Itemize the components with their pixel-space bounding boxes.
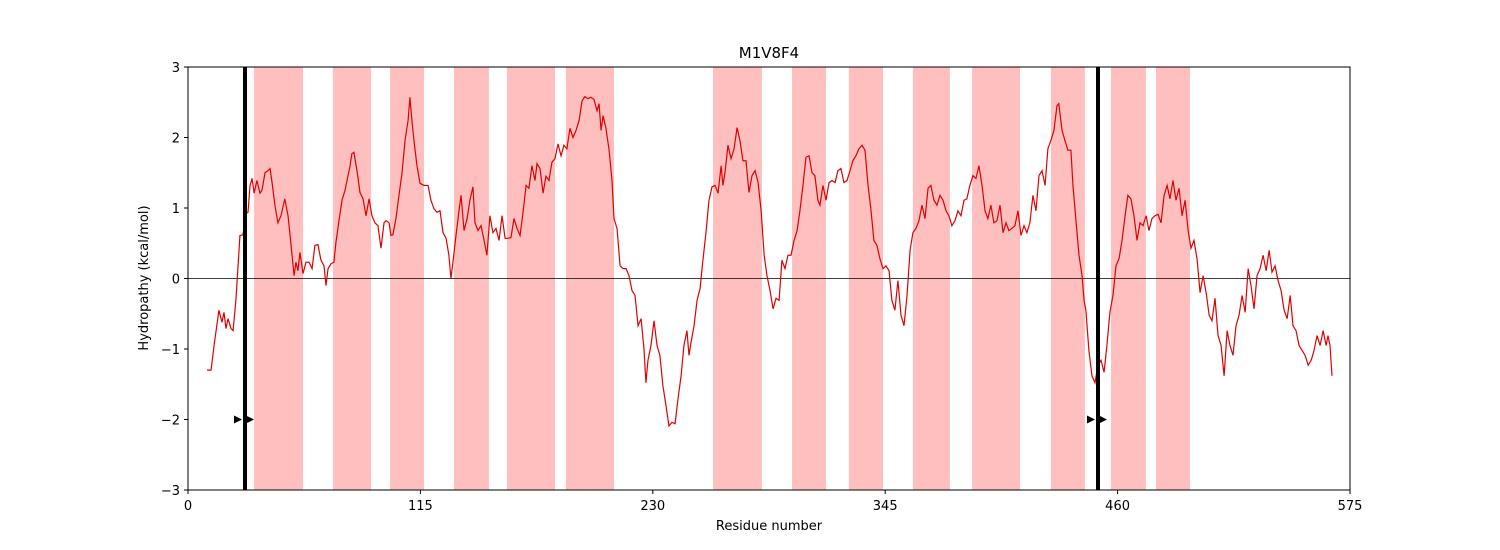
hydropathy-line <box>207 95 1333 428</box>
arrow-marker <box>1098 415 1107 424</box>
y-tick-label: −2 <box>161 414 180 429</box>
x-tick-label: 115 <box>408 499 433 514</box>
x-tick-label: 230 <box>640 499 665 514</box>
chart-title: M1V8F4 <box>739 44 799 62</box>
y-tick-label: 3 <box>172 61 180 76</box>
y-axis-label: Hydropathy (kcal/mol) <box>137 205 152 350</box>
y-tick-label: −3 <box>161 484 180 499</box>
x-tick-label: 575 <box>1338 499 1363 514</box>
arrow-marker <box>245 415 254 424</box>
x-tick-label: 460 <box>1105 499 1130 514</box>
x-tick-label: 0 <box>184 499 192 514</box>
x-tick-label: 345 <box>873 499 898 514</box>
arrow-marker <box>233 415 242 424</box>
x-axis-label: Residue number <box>716 519 823 534</box>
y-tick-label: 1 <box>172 202 180 217</box>
y-tick-label: −1 <box>161 343 180 358</box>
arrow-marker <box>1086 415 1095 424</box>
y-tick-label: 2 <box>172 132 180 147</box>
y-tick-label: 0 <box>172 273 180 288</box>
